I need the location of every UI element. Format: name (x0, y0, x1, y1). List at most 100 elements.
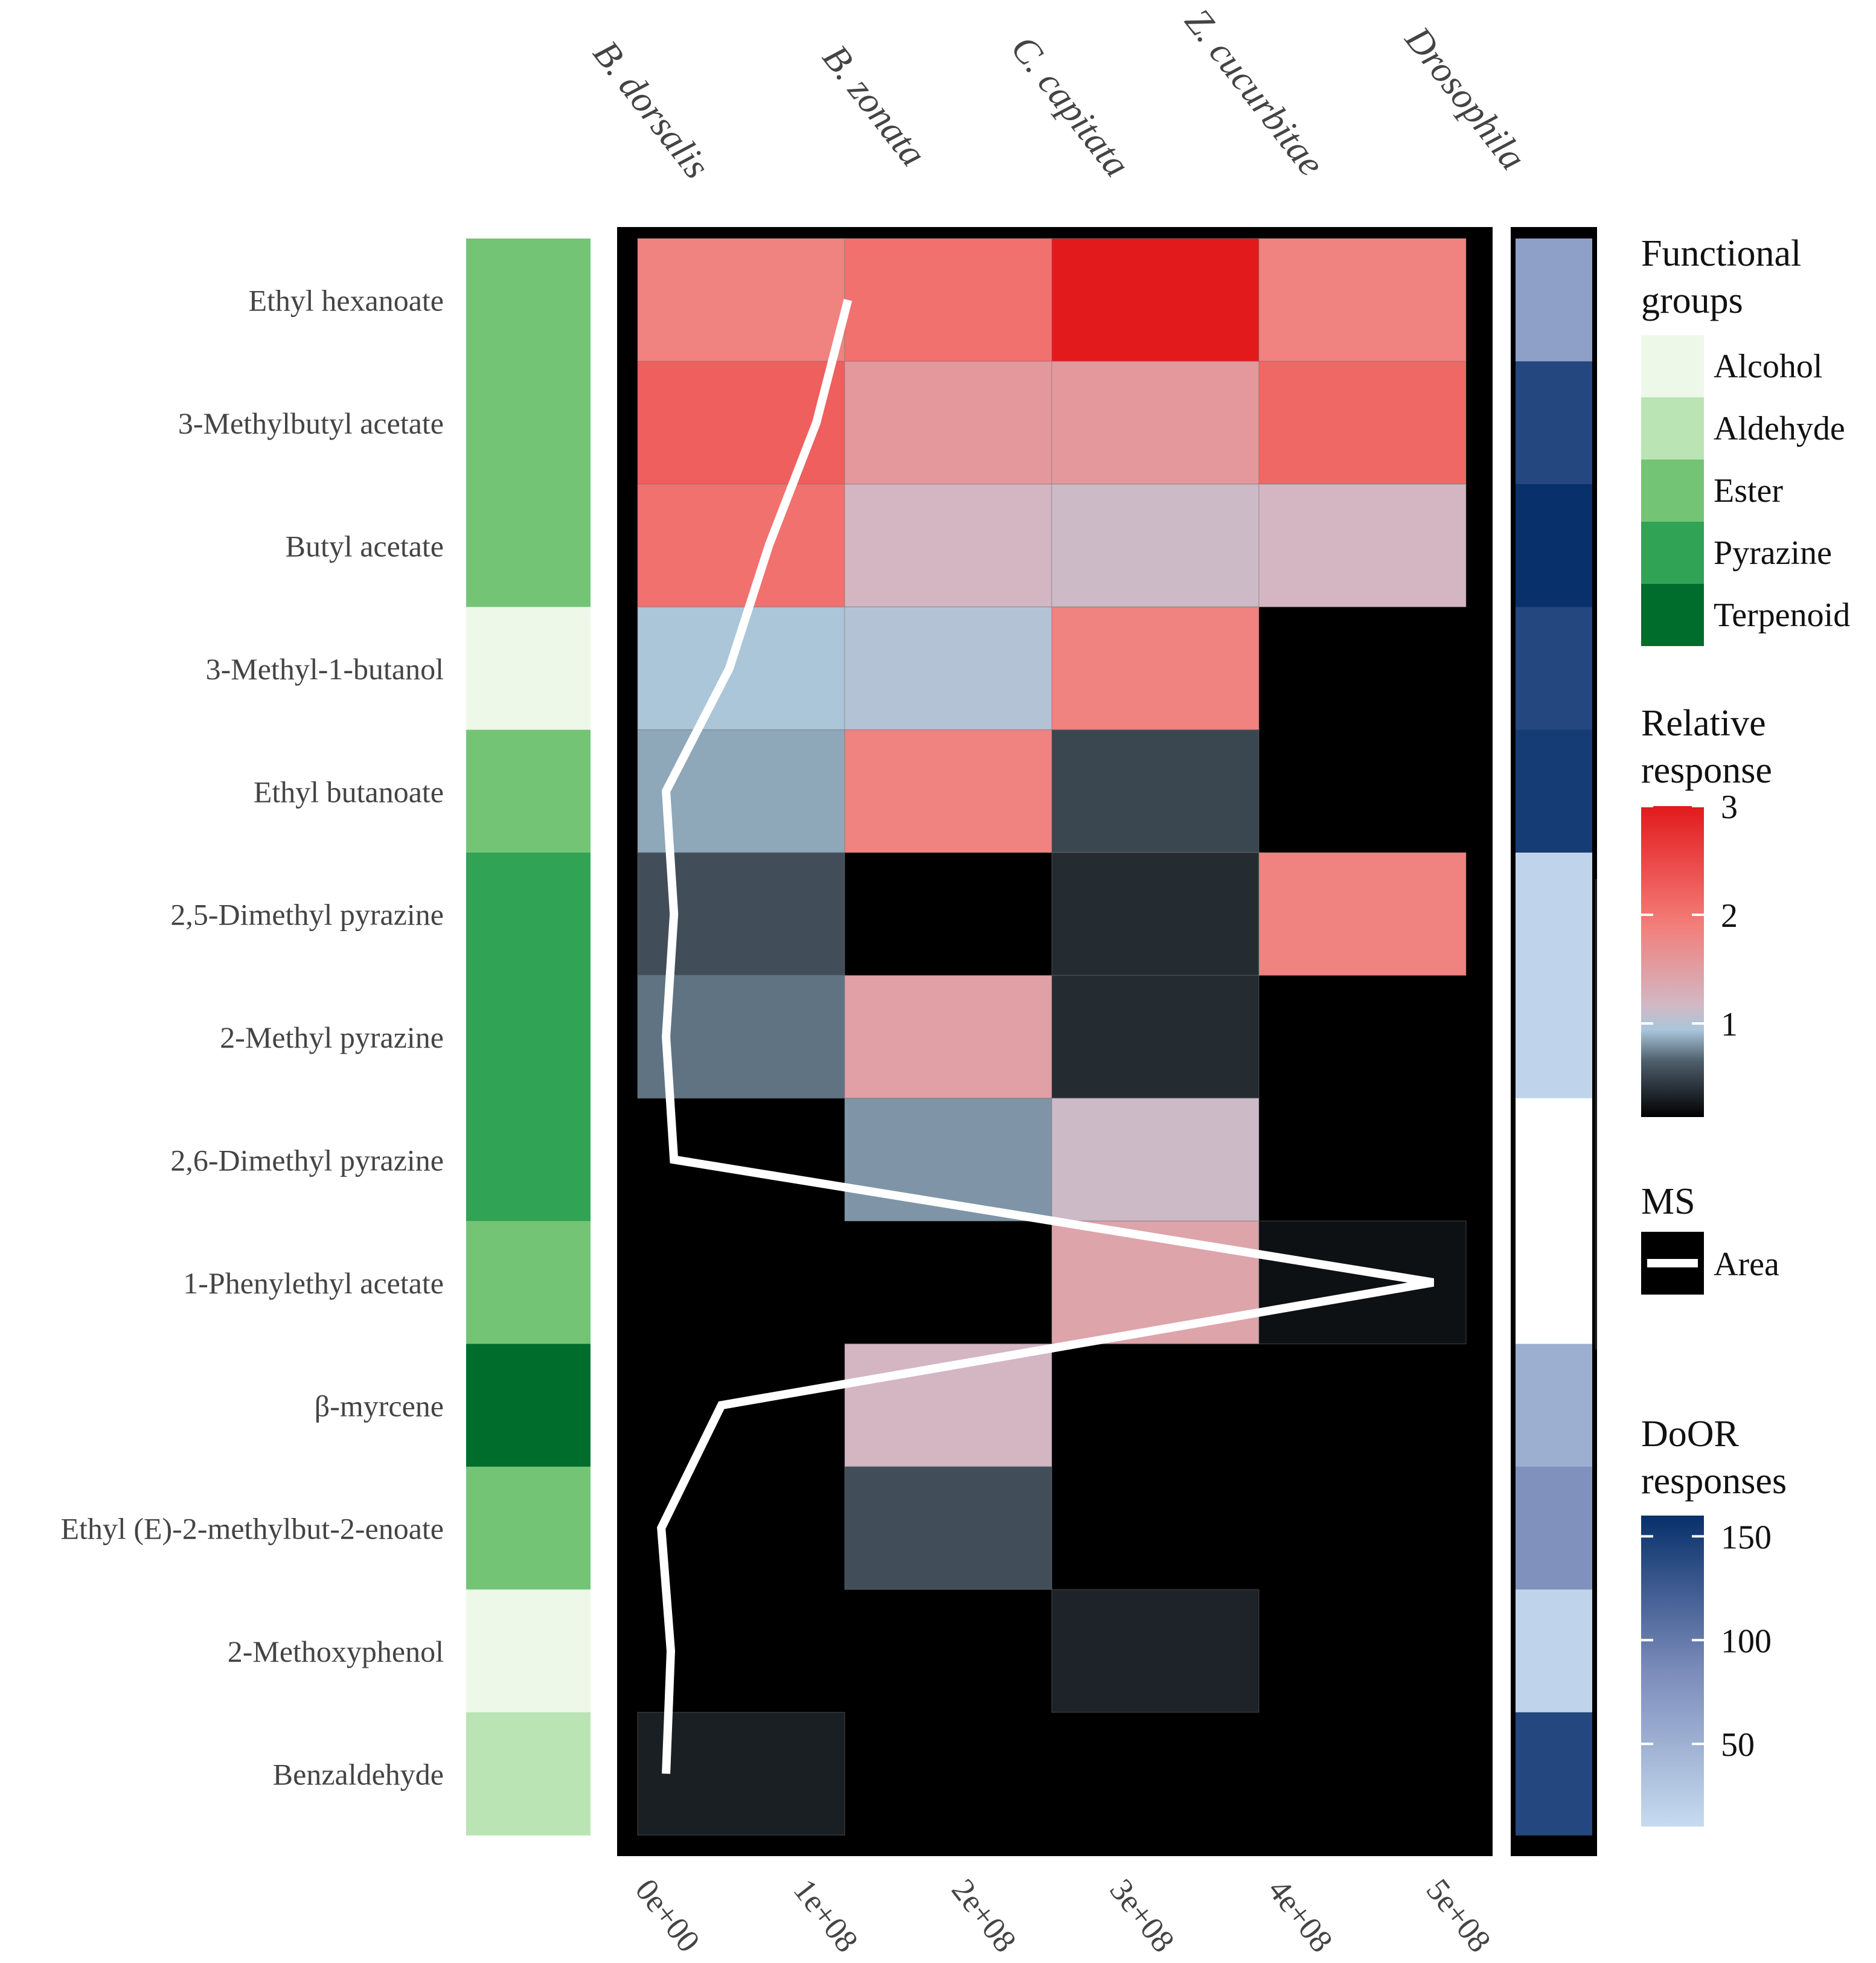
heatmap-cell (1258, 484, 1467, 607)
legend-title-line: DoOR (1641, 1414, 1740, 1455)
row-label: 1-Phenylethyl acetate (183, 1266, 444, 1300)
door-cell (1516, 361, 1592, 485)
group-cell (466, 361, 591, 485)
door-cell (1516, 1098, 1592, 1222)
ms-axis-ticks: 0e+00 1e+08 2e+08 3e+08 4e+08 5e+08 (629, 1872, 1499, 1959)
legend-functional-groups: Functional groups Alcohol Aldehyde Ester Py… (1641, 233, 1850, 646)
door-cell (1516, 853, 1592, 976)
group-cell (466, 853, 591, 976)
legend-title-line: Functional (1641, 233, 1801, 274)
heatmap-cell (844, 238, 1052, 362)
group-cell (466, 239, 591, 362)
heatmap-cell (1258, 1220, 1467, 1345)
legend-label: Terpenoid (1714, 597, 1850, 634)
heatmap-cell (1051, 360, 1260, 485)
legend-key (1641, 460, 1704, 522)
row-label: 2-Methyl pyrazine (220, 1020, 444, 1054)
heatmap-cell (844, 1466, 1052, 1590)
column-labels: B. dorsalis B. zonata C. capitata Z. cuc… (585, 1, 1534, 187)
legend-label: Area (1714, 1246, 1779, 1283)
row-label: 3-Methylbutyl acetate (178, 406, 444, 440)
row-label: 2,6-Dimethyl pyrazine (170, 1144, 444, 1177)
row-label: 3-Methyl-1-butanol (206, 652, 444, 686)
legend-label: Pyrazine (1714, 534, 1832, 572)
row-label: Butyl acetate (286, 530, 444, 563)
door-cell (1516, 239, 1592, 362)
group-cell (466, 1589, 591, 1713)
door-cell (1516, 729, 1592, 853)
heatmap-cell (1051, 1589, 1260, 1713)
legend-relative-response: Relative response 3 2 1 (1641, 703, 1772, 1117)
door-cell (1516, 607, 1592, 731)
legend-key (1641, 522, 1704, 584)
colorbar-tick-label: 1 (1721, 1006, 1738, 1043)
group-cell (466, 975, 591, 1099)
heatmap-cell (844, 975, 1052, 1099)
heatmap-cell (637, 238, 845, 362)
legend-label: Alcohol (1714, 348, 1822, 385)
colorbar-tick-label: 150 (1721, 1519, 1772, 1556)
ms-tick-label: 4e+08 (1261, 1872, 1340, 1959)
heatmap-cell (1051, 975, 1260, 1099)
heatmap-cell (1258, 852, 1467, 976)
door-cell (1516, 975, 1592, 1099)
group-cell (466, 1712, 591, 1836)
heatmap-cell (844, 360, 1052, 485)
ms-tick-label: 5e+08 (1420, 1872, 1499, 1959)
legend-label: Aldehyde (1714, 410, 1845, 447)
legend-ms: MS Area (1641, 1181, 1779, 1295)
legend-title: MS (1641, 1181, 1695, 1222)
group-cell (466, 607, 591, 731)
legend-label: Ester (1714, 472, 1783, 510)
colorbar-tick-label: 3 (1721, 789, 1738, 826)
door-cell (1516, 1712, 1592, 1836)
heatmap-cell (1051, 729, 1260, 853)
column-label: Drosophila (1397, 19, 1534, 178)
row-label: β-myrcene (315, 1389, 444, 1423)
relative-response-colorbar (1641, 806, 1704, 1117)
row-label: 2,5-Dimethyl pyrazine (170, 898, 444, 932)
heatmap-cell (1051, 852, 1260, 976)
heatmap-cell (1051, 606, 1260, 731)
ms-tick-label: 0e+00 (629, 1872, 708, 1959)
group-cell (466, 1343, 591, 1467)
door-cell (1516, 1221, 1592, 1345)
group-cell (466, 1467, 591, 1590)
row-label: Ethyl hexanoate (249, 284, 444, 318)
heatmap-cell (637, 1712, 845, 1836)
column-label: B. dorsalis (585, 33, 717, 187)
legend-door: DoOR responses 150 100 50 (1641, 1414, 1787, 1827)
legend-title-line: responses (1641, 1461, 1787, 1502)
column-label: C. capitata (1003, 28, 1138, 185)
legend-key (1641, 397, 1704, 460)
row-label: Ethyl butanoate (254, 775, 444, 809)
heatmap-cell (1051, 238, 1260, 362)
heatmap-cell (1258, 238, 1467, 362)
heatmap-cells (637, 238, 1467, 1836)
ms-tick-label: 3e+08 (1103, 1872, 1182, 1959)
legend-key (1641, 335, 1704, 397)
colorbar-tick-label: 50 (1721, 1726, 1755, 1764)
row-label: Ethyl (E)-2-methylbut-2-enoate (61, 1512, 444, 1546)
door-cell (1516, 1589, 1592, 1713)
door-cells (1516, 239, 1592, 1836)
legend-title-line: Relative (1641, 703, 1766, 744)
colorbar-tick-label: 100 (1721, 1622, 1772, 1660)
legend-title-line: groups (1641, 280, 1743, 321)
group-cell (466, 484, 591, 607)
heatmap-cell (844, 729, 1052, 853)
door-colorbar (1641, 1516, 1704, 1827)
heatmap-cell (844, 606, 1052, 731)
row-labels: Ethyl hexanoate 3-Methylbutyl acetate Buty… (61, 284, 444, 1792)
heatmap-cell (637, 484, 845, 607)
group-cell (466, 1098, 591, 1222)
column-label: Z. cucurbitae (1177, 1, 1332, 184)
heatmap-cell (844, 484, 1052, 607)
colorbar-tick-label: 2 (1721, 897, 1738, 935)
heatmap-cell (1051, 1098, 1260, 1222)
door-cell (1516, 1467, 1592, 1590)
group-cell (466, 729, 591, 853)
row-label: Benzaldehyde (273, 1758, 444, 1792)
legend-title-line: response (1641, 750, 1772, 791)
